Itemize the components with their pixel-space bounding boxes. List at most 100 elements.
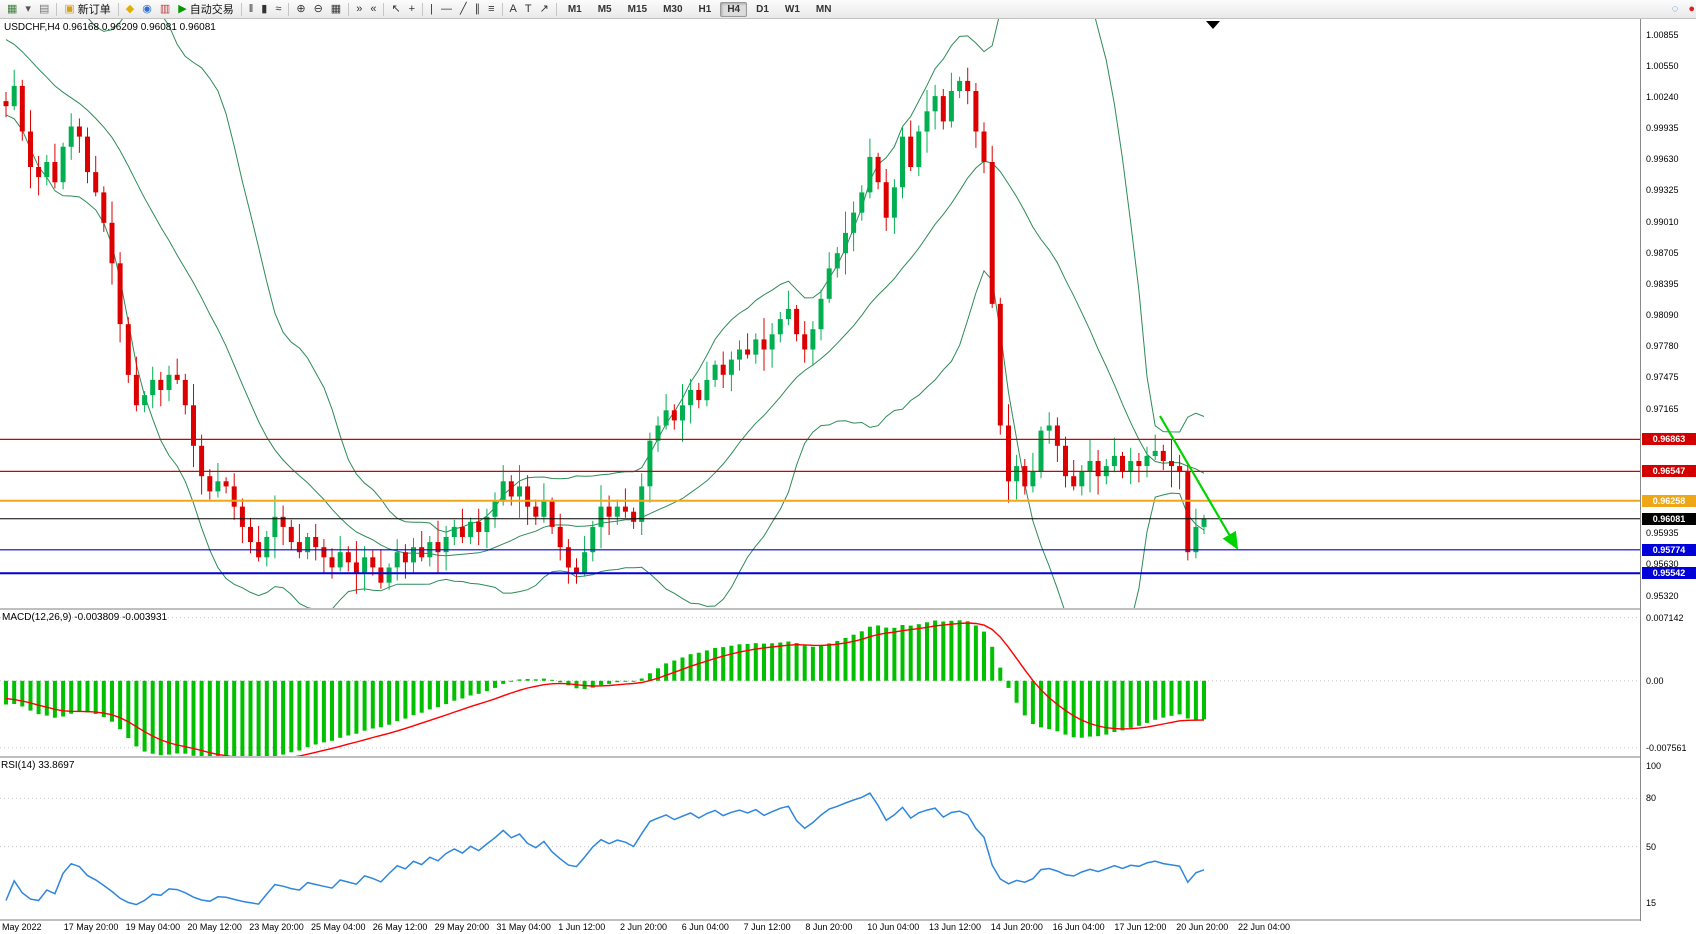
macd-bar — [925, 622, 929, 681]
zoom-in-button[interactable]: ⊕ — [292, 0, 309, 18]
macd-bar — [248, 680, 253, 756]
fibonacci-button[interactable]: ≡ — [484, 0, 498, 18]
auto-scroll-icon: » — [356, 3, 363, 15]
candlestick-mode-button[interactable]: ▮ — [257, 0, 271, 18]
metaeditor-button[interactable]: ◆ — [122, 0, 138, 18]
chart-dropdown-button[interactable]: ▾ — [21, 0, 35, 18]
macd-bar — [892, 627, 897, 681]
timeframe-m15-button[interactable]: M15 — [627, 3, 648, 15]
candle-body — [239, 506, 245, 527]
chart-shift-button[interactable]: « — [366, 0, 380, 18]
profiles-button[interactable]: ▤ — [35, 0, 53, 18]
price-tick-label: 0.97475 — [1646, 372, 1679, 383]
crosshair-button[interactable]: + — [405, 0, 419, 18]
macd-bar — [810, 646, 815, 681]
bar-chart-mode-button[interactable]: ‖ — [245, 0, 258, 18]
auto-scroll-button[interactable]: » — [352, 0, 366, 18]
rsi-pane[interactable] — [0, 758, 1640, 919]
candle-body — [614, 506, 620, 517]
chart-shift-marker[interactable] — [1206, 21, 1220, 29]
macd-bar — [721, 647, 726, 681]
macd-bar — [941, 621, 946, 681]
time-axis[interactable]: May 2022 17 May 20:00 19 May 04:00 20 May 1… — [0, 921, 1640, 934]
macd-bar — [713, 647, 718, 681]
trend-arrow[interactable] — [1159, 415, 1239, 550]
main-toolbar: ▦ ▾ ▤ ▣ 新订单 ◆ ◉ ▥ ▶ 自动交易 ‖ ▮ ≈ ⊕ ⊖ ▦» «↖ + | — ╱ ∥ ≡ A T ↗ M1 M5 M15… — [0, 0, 1696, 19]
text-button[interactable]: A — [506, 0, 521, 18]
time-label: 19 May 04:00 — [125, 922, 181, 932]
macd-bar — [1145, 680, 1149, 723]
price-tick-label: 0.99630 — [1646, 153, 1679, 164]
new-chart-button[interactable]: ▦ — [3, 0, 21, 18]
macd-bar — [1006, 680, 1011, 688]
price-tick-label: 0.97780 — [1646, 341, 1679, 352]
market-watch-button[interactable]: ▥ — [156, 0, 174, 18]
candle-body — [737, 349, 742, 360]
candle-body — [93, 172, 99, 193]
rsi-line — [5, 792, 1205, 906]
candle-body — [305, 537, 311, 553]
cursor-button[interactable]: ↖ — [387, 0, 404, 18]
price-axis[interactable]: 1.00855 1.00550 1.00240 0.99935 0.99630 0.993… — [1640, 18, 1696, 921]
macd-pane[interactable] — [0, 610, 1640, 756]
notifications-button[interactable]: ● — [1684, 0, 1696, 18]
timeframe-w1-button[interactable]: W1 — [784, 3, 800, 15]
main-chart-pane[interactable] — [0, 18, 1640, 608]
timeframe-mn-button[interactable]: MN — [815, 3, 832, 15]
candle-body — [1160, 450, 1166, 461]
horizontal-line-button[interactable]: — — [437, 0, 456, 18]
candle-body — [1152, 450, 1158, 456]
macd-bar — [1120, 680, 1125, 731]
pane-divider[interactable] — [0, 756, 1696, 758]
pane-divider[interactable] — [0, 919, 1696, 921]
profiles-icon: ▤ — [38, 3, 50, 15]
vertical-line-button[interactable]: | — [426, 0, 437, 18]
candle-body — [1054, 425, 1060, 446]
price-tick-label: 0.98090 — [1646, 310, 1679, 321]
zoom-out-button[interactable]: ⊖ — [310, 0, 327, 18]
macd-bar — [1193, 680, 1198, 720]
macd-bar — [175, 680, 180, 754]
timeframe-m1-button[interactable]: M1 — [567, 3, 582, 15]
timeframe-m5-button[interactable]: M5 — [597, 3, 612, 15]
auto-trading-button[interactable]: ▶ 自动交易 — [174, 0, 237, 18]
macd-bar — [101, 680, 106, 717]
macd-bar — [1169, 680, 1174, 716]
candle-body — [1087, 461, 1093, 472]
pane-divider[interactable] — [0, 608, 1696, 610]
candle-body — [663, 410, 669, 426]
candle-body — [517, 486, 522, 497]
timeframe-m30-button[interactable]: M30 — [663, 3, 683, 15]
indicators-list-button[interactable]: ◉ — [138, 0, 156, 18]
candle-body — [541, 501, 547, 517]
candle-body — [329, 557, 335, 568]
timeframe-h4-button[interactable]: H4 — [720, 1, 748, 17]
candle-body — [443, 537, 449, 553]
candle-body — [973, 91, 979, 132]
line-chart-mode-button[interactable]: ≈ — [271, 0, 285, 18]
equidistant-channel-button[interactable]: ∥ — [471, 0, 485, 18]
macd-histogram — [4, 620, 1206, 756]
timeframe-h1-button[interactable]: H1 — [698, 3, 712, 15]
arrows-button[interactable]: ↗ — [536, 0, 553, 18]
candle-body — [671, 410, 677, 421]
candle-body — [191, 405, 196, 446]
time-label: 2 Jun 20:00 — [620, 922, 668, 932]
candle-body — [867, 156, 873, 193]
candle-body — [313, 537, 319, 548]
text-label-button[interactable]: T — [521, 0, 536, 18]
macd-bar — [403, 680, 408, 719]
tile-windows-button[interactable]: ▦ — [327, 0, 345, 18]
candle-body — [419, 547, 425, 558]
candle-body — [378, 567, 384, 583]
candle-body — [965, 80, 971, 91]
price-tag-0.96863: 0.96863 — [1642, 433, 1696, 446]
timeframe-d1-button[interactable]: D1 — [756, 3, 769, 15]
time-label: 29 May 20:00 — [434, 922, 490, 932]
new-order-button[interactable]: ▣ 新订单 — [60, 0, 114, 18]
time-label: 26 May 12:00 — [372, 922, 428, 932]
candle-body — [1128, 461, 1134, 472]
trendline-button[interactable]: ╱ — [456, 0, 471, 18]
candle-body — [818, 298, 824, 330]
search-button[interactable]: ◌ — [1668, 0, 1683, 18]
